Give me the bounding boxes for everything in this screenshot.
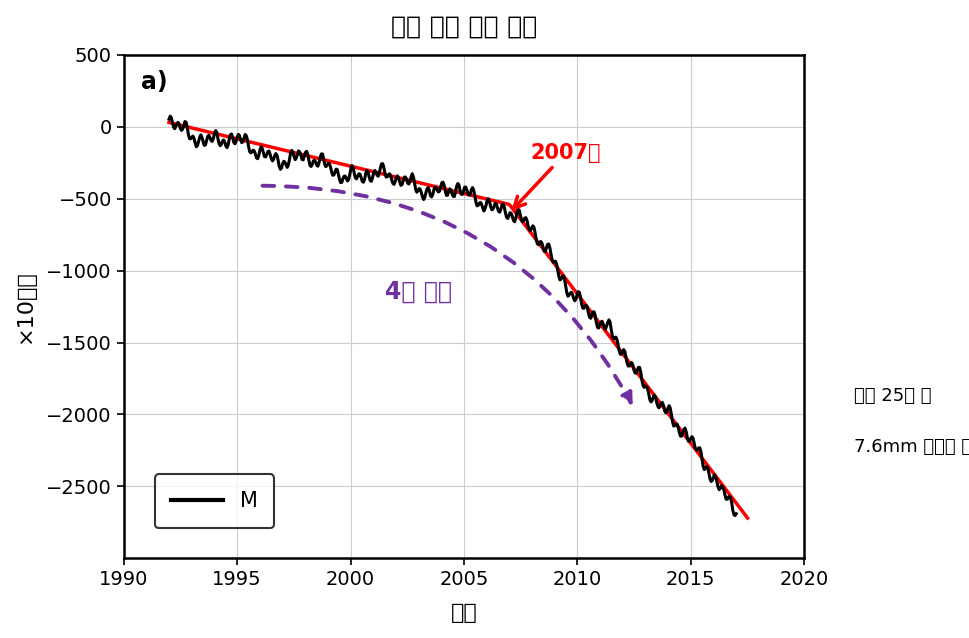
Y-axis label: ×10억톤: ×10억톤: [15, 270, 35, 343]
Title: 남극 빙하 질량 변화: 남극 빙하 질량 변화: [391, 15, 537, 39]
Text: 4배 증가: 4배 증가: [385, 280, 452, 304]
Legend: M: M: [154, 475, 274, 528]
Text: 지난 25년 간: 지난 25년 간: [853, 387, 930, 404]
X-axis label: 년도: 년도: [451, 603, 477, 623]
Text: 2007년: 2007년: [514, 143, 601, 208]
FancyArrowPatch shape: [263, 186, 630, 403]
Text: a): a): [141, 70, 167, 94]
Text: 7.6mm 해수면 상승: 7.6mm 해수면 상승: [853, 438, 969, 456]
